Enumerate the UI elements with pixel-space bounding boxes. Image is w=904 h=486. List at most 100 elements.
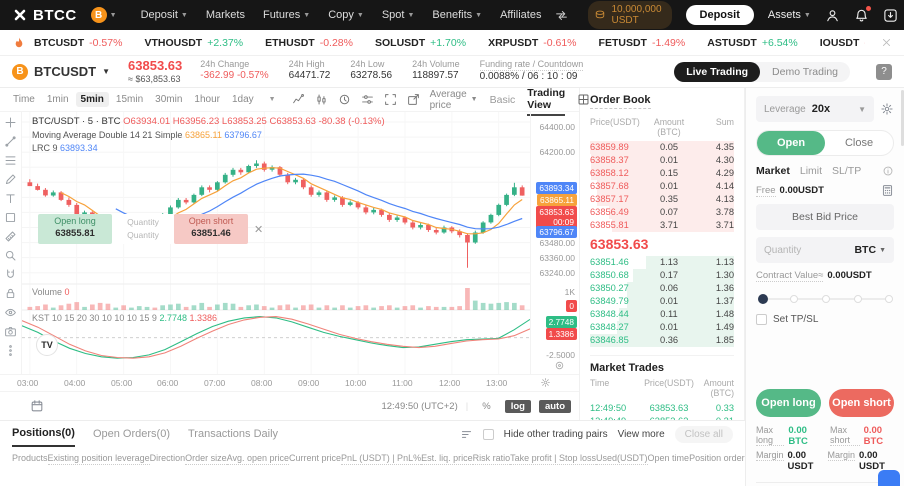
trendline-tool-icon[interactable] bbox=[4, 135, 17, 148]
auto-scale-button[interactable]: auto bbox=[538, 399, 571, 413]
time-axis[interactable]: 03:00 04:00 05:00 06:00 07:00 08:00 09:00 10:00… bbox=[0, 374, 579, 391]
date-range-icon[interactable] bbox=[30, 399, 44, 413]
help-button[interactable]: ? bbox=[876, 63, 892, 80]
nav-item-affiliates[interactable]: Affiliates bbox=[500, 9, 542, 21]
info-icon[interactable] bbox=[882, 165, 894, 177]
nav-item-copy[interactable]: Copy ▼ bbox=[328, 9, 364, 21]
view-more-link[interactable]: View more bbox=[617, 428, 665, 440]
account-icon[interactable] bbox=[825, 8, 840, 23]
ask-row[interactable]: 63857.68 0.01 4.14 bbox=[590, 180, 734, 193]
fibonacci-tool-icon[interactable] bbox=[4, 154, 17, 167]
open-long-quick-button[interactable]: Open long 63855.81 bbox=[38, 214, 112, 244]
order-type-sltp[interactable]: SL/TP bbox=[832, 165, 862, 177]
pane-maximize-icon[interactable] bbox=[554, 360, 565, 371]
app-download-icon[interactable] bbox=[883, 8, 898, 23]
log-scale-button[interactable]: log bbox=[504, 399, 531, 413]
coin-selector[interactable]: B ▼ bbox=[90, 7, 117, 23]
tab-basic-view[interactable]: Basic bbox=[489, 93, 516, 106]
nav-item-markets[interactable]: Markets bbox=[205, 9, 245, 21]
ask-row[interactable]: 63855.81 3.71 3.71 bbox=[590, 219, 734, 232]
bid-row[interactable]: 63850.27 0.06 1.36 bbox=[590, 282, 734, 295]
snapshot-tool-icon[interactable] bbox=[4, 325, 17, 338]
bid-row[interactable]: 63851.46 1.13 1.13 bbox=[590, 256, 734, 269]
alert-icon[interactable] bbox=[338, 93, 351, 106]
calculator-icon[interactable] bbox=[881, 184, 894, 197]
timeframe-30min[interactable]: 30min bbox=[155, 94, 183, 105]
ticker-btcusdt[interactable]: BTCUSDT -0.57% bbox=[34, 36, 123, 49]
chat-widget[interactable] bbox=[878, 470, 900, 486]
text-tool-icon[interactable] bbox=[4, 192, 17, 205]
timeframe-1hour[interactable]: 1hour bbox=[194, 94, 220, 105]
demo-trading-tab[interactable]: Demo Trading bbox=[772, 65, 838, 78]
nav-item-deposit[interactable]: Deposit ▼ bbox=[140, 9, 188, 21]
crosshair-tool-icon[interactable] bbox=[4, 116, 17, 129]
buy-crypto-icon[interactable] bbox=[555, 9, 568, 22]
brush-tool-icon[interactable] bbox=[4, 173, 17, 186]
open-short-button[interactable]: Open short bbox=[829, 389, 894, 417]
hide-pairs-checkbox[interactable] bbox=[482, 428, 494, 440]
timeframe-1day[interactable]: 1day bbox=[231, 94, 254, 105]
set-tpsl-checkbox[interactable] bbox=[756, 314, 767, 325]
ask-row[interactable]: 63858.37 0.01 4.30 bbox=[590, 154, 734, 167]
hide-drawings-icon[interactable] bbox=[4, 306, 17, 319]
list-settings-icon[interactable] bbox=[460, 428, 473, 441]
percent-scale-button[interactable]: % bbox=[482, 400, 491, 412]
deposit-button[interactable]: Deposit bbox=[685, 5, 754, 25]
chart-canvas[interactable]: BTC/USDT · 5 · BTC O63934.01 H63956.23 L… bbox=[22, 112, 530, 374]
ticker-close-icon[interactable] bbox=[881, 37, 892, 48]
ticker-vthousdt[interactable]: VTHOUSDT +2.37% bbox=[144, 36, 244, 49]
ticker-astusdt[interactable]: ASTUSDT +6.54% bbox=[707, 36, 798, 49]
zoom-tool-icon[interactable] bbox=[4, 249, 17, 262]
ticker-ethusdt[interactable]: ETHUSDT -0.28% bbox=[265, 36, 353, 49]
tab-close[interactable]: Close bbox=[844, 137, 874, 149]
quick-order-quantity[interactable]: Quantity Quantity bbox=[112, 214, 174, 244]
quick-order-close-icon[interactable]: ✕ bbox=[254, 223, 264, 236]
candlestick-chart[interactable] bbox=[22, 112, 530, 374]
tab-positions-[interactable]: Positions(0) bbox=[12, 421, 75, 447]
layout-grid-icon[interactable] bbox=[577, 93, 590, 106]
tab-open[interactable]: Open bbox=[757, 131, 825, 155]
slider-stop[interactable] bbox=[790, 295, 799, 303]
order-type-market[interactable]: Market bbox=[756, 165, 790, 177]
bid-row[interactable]: 63850.68 0.17 1.30 bbox=[590, 269, 734, 282]
measure-tool-icon[interactable] bbox=[4, 230, 17, 243]
quantity-unit-dropdown[interactable]: BTC ▼ bbox=[854, 244, 886, 256]
chart-settings-icon[interactable] bbox=[361, 93, 374, 106]
ask-row[interactable]: 63859.89 0.05 4.35 bbox=[590, 141, 734, 154]
bid-row[interactable]: 63848.27 0.01 1.49 bbox=[590, 321, 734, 334]
btcc-logo[interactable]: BTCC bbox=[12, 7, 77, 24]
nav-item-spot[interactable]: Spot ▼ bbox=[381, 9, 415, 21]
tab-open-orders-[interactable]: Open Orders(0) bbox=[92, 428, 170, 440]
bid-row[interactable]: 63848.44 0.11 1.48 bbox=[590, 308, 734, 321]
more-tools-icon[interactable] bbox=[4, 344, 17, 357]
nav-item-futures[interactable]: Futures ▼ bbox=[262, 9, 311, 21]
lock-tool-icon[interactable] bbox=[4, 287, 17, 300]
ticker-fetusdt[interactable]: FETUSDT -1.49% bbox=[598, 36, 686, 49]
price-axis[interactable]: 64400.0064200.0063600.0063480.0063360.00… bbox=[530, 112, 579, 374]
timeframe-1min[interactable]: 1min bbox=[46, 94, 69, 105]
tab-trading-view[interactable]: Trading View bbox=[527, 84, 566, 116]
indicators-icon[interactable] bbox=[292, 93, 305, 106]
slider-stop[interactable] bbox=[885, 295, 894, 303]
slider-stop[interactable] bbox=[822, 295, 831, 303]
slider-stop[interactable] bbox=[854, 295, 863, 303]
timeframe-time[interactable]: Time bbox=[13, 94, 35, 105]
quantity-slider[interactable] bbox=[758, 292, 894, 306]
average-price-dropdown[interactable]: Average price ▼ bbox=[430, 89, 478, 111]
timeframe-15min[interactable]: 15min bbox=[115, 94, 144, 105]
open-short-quick-button[interactable]: Open short 63851.46 bbox=[174, 214, 248, 244]
ticker-solusdt[interactable]: SOLUSDT +1.70% bbox=[374, 36, 467, 49]
assets-dropdown[interactable]: Assets ▼ bbox=[768, 9, 811, 21]
ticker-xrpusdt[interactable]: XRPUSDT -0.61% bbox=[488, 36, 577, 49]
tab-transactions-daily[interactable]: Transactions Daily bbox=[187, 428, 279, 440]
pair-selector[interactable]: B BTCUSDT ▼ bbox=[12, 63, 110, 80]
open-long-button[interactable]: Open long bbox=[756, 389, 821, 417]
live-trading-tab[interactable]: Live Trading bbox=[674, 61, 761, 82]
bid-row[interactable]: 63846.85 0.36 1.85 bbox=[590, 334, 734, 347]
panel-scrollbar[interactable] bbox=[901, 90, 904, 146]
ask-row[interactable]: 63856.49 0.07 3.78 bbox=[590, 206, 734, 219]
slider-handle[interactable] bbox=[758, 294, 768, 304]
fullscreen-icon[interactable] bbox=[384, 93, 397, 106]
candle-style-icon[interactable] bbox=[315, 93, 328, 106]
popout-icon[interactable] bbox=[407, 93, 420, 106]
